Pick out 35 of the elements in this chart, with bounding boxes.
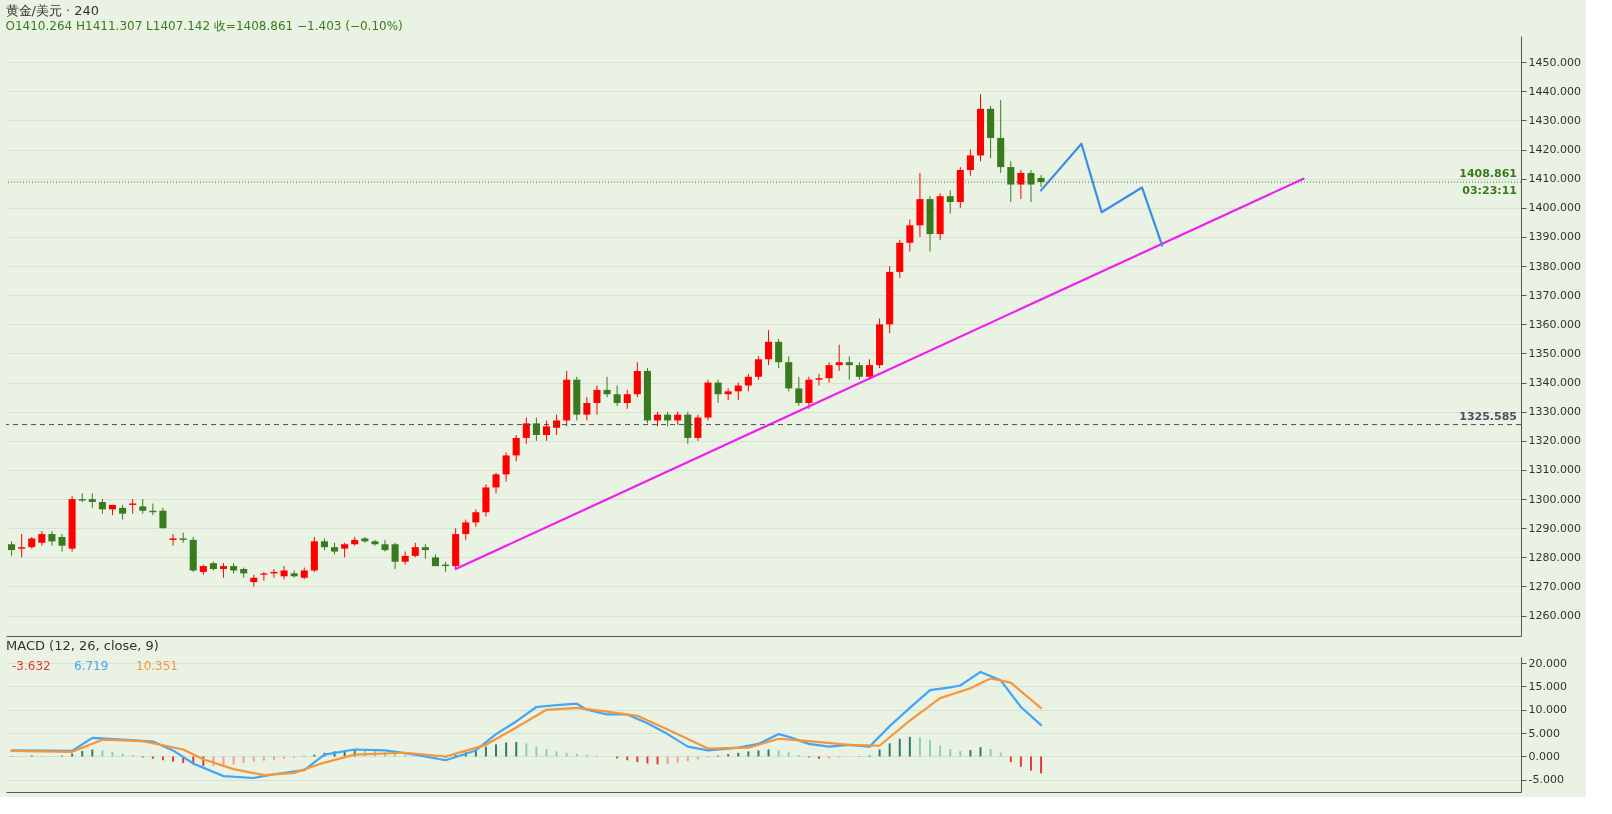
y-tick-label: 1350.000 [1528,346,1581,360]
y-tick-label: 1270.000 [1528,579,1581,593]
y-tick-label: 10.000 [1528,703,1567,717]
y-tick-label: 20.000 [1528,656,1567,670]
annotation: 10.351 [136,659,178,673]
y-tick-label: 1380.000 [1528,259,1581,273]
y-tick-label: 1410.000 [1528,172,1581,186]
y-tick-label: 1330.000 [1528,405,1581,419]
chart-title: MACD (12, 26, close, 9) [6,638,159,653]
y-tick-label: 1370.000 [1528,288,1581,302]
y-tick-label: 1400.000 [1528,201,1581,215]
y-tick-label: 1440.000 [1528,84,1581,98]
y-tick-label: 1320.000 [1528,434,1581,448]
annotation: -3.632 [12,659,51,673]
y-tick-label: -5.000 [1528,773,1564,787]
annotation: 03:23:11 [1462,184,1517,198]
y-tick-label: 1360.000 [1528,317,1581,331]
y-tick-label: 1430.000 [1528,113,1581,127]
y-tick-label: 5.000 [1528,726,1560,740]
y-tick-label: 1310.000 [1528,463,1581,477]
y-tick-label: 0.000 [1528,750,1560,763]
y-tick-label: 1420.000 [1528,143,1581,157]
y-tick-label: 1300.000 [1528,492,1581,506]
y-tick-label: 1450.000 [1528,55,1581,69]
chart-subtitle: O1410.264 H1411.307 L1407.142 收=1408.861 −1.403 (−0.10%) [5,19,403,33]
y-tick-label: 15.000 [1528,679,1567,693]
y-tick-label: 1340.000 [1528,376,1581,390]
y-tick-label: 1390.000 [1528,230,1581,244]
annotation: 6.719 [74,659,109,673]
ref-line-label: 1408.861 [1459,167,1517,181]
y-tick-label: 1290.000 [1528,521,1581,535]
chart-title: 黄金/美元 · 240 [5,3,100,18]
y-tick-label: 1260.000 [1528,609,1581,623]
ref-line-label: 1325.585 [1459,409,1517,423]
y-tick-label: 1280.000 [1528,550,1581,564]
